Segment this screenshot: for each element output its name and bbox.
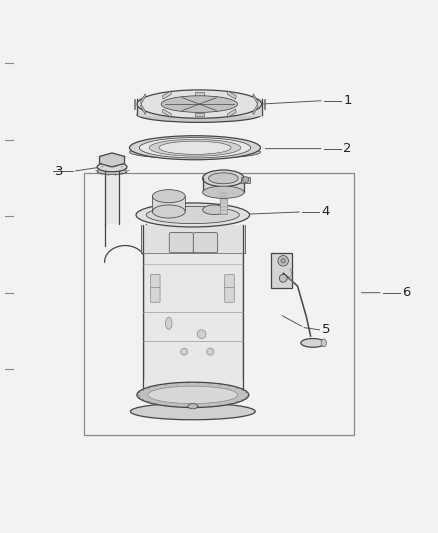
Ellipse shape bbox=[321, 339, 326, 347]
Polygon shape bbox=[141, 94, 146, 104]
Text: 2: 2 bbox=[343, 142, 352, 155]
Text: 4: 4 bbox=[321, 205, 330, 219]
Ellipse shape bbox=[130, 146, 261, 159]
Ellipse shape bbox=[131, 403, 255, 420]
Circle shape bbox=[207, 348, 214, 355]
Ellipse shape bbox=[149, 139, 241, 156]
Ellipse shape bbox=[203, 170, 244, 187]
Text: 5: 5 bbox=[321, 324, 330, 336]
Polygon shape bbox=[194, 112, 204, 116]
Polygon shape bbox=[134, 99, 135, 109]
Text: 1: 1 bbox=[343, 94, 352, 107]
Bar bbox=[141, 225, 245, 253]
Circle shape bbox=[278, 256, 288, 266]
Ellipse shape bbox=[136, 203, 250, 227]
FancyBboxPatch shape bbox=[193, 233, 218, 253]
FancyBboxPatch shape bbox=[150, 287, 160, 302]
Polygon shape bbox=[162, 91, 171, 99]
FancyBboxPatch shape bbox=[169, 233, 194, 253]
Ellipse shape bbox=[97, 162, 127, 172]
Polygon shape bbox=[264, 99, 265, 109]
Text: 6: 6 bbox=[403, 286, 411, 299]
Polygon shape bbox=[253, 94, 258, 104]
Ellipse shape bbox=[137, 382, 249, 408]
Ellipse shape bbox=[152, 205, 185, 218]
FancyBboxPatch shape bbox=[150, 274, 160, 289]
Circle shape bbox=[243, 176, 249, 183]
Polygon shape bbox=[162, 109, 171, 117]
Bar bbox=[105, 171, 120, 224]
Ellipse shape bbox=[166, 317, 172, 329]
Bar bbox=[152, 196, 185, 212]
Ellipse shape bbox=[139, 138, 251, 158]
Bar bbox=[84, 173, 354, 434]
Ellipse shape bbox=[161, 96, 237, 112]
Polygon shape bbox=[194, 92, 204, 95]
Circle shape bbox=[180, 348, 187, 355]
Circle shape bbox=[197, 330, 206, 338]
Polygon shape bbox=[227, 91, 236, 99]
Ellipse shape bbox=[146, 206, 239, 224]
Ellipse shape bbox=[188, 403, 198, 409]
Ellipse shape bbox=[159, 141, 231, 155]
Ellipse shape bbox=[137, 107, 261, 123]
FancyBboxPatch shape bbox=[225, 274, 234, 289]
Ellipse shape bbox=[203, 205, 226, 215]
Ellipse shape bbox=[148, 386, 238, 403]
Ellipse shape bbox=[203, 186, 244, 198]
Ellipse shape bbox=[137, 90, 261, 118]
Ellipse shape bbox=[301, 338, 325, 348]
FancyBboxPatch shape bbox=[225, 287, 234, 302]
Bar bbox=[220, 192, 227, 214]
Bar bbox=[241, 176, 251, 183]
Polygon shape bbox=[137, 99, 261, 115]
Bar bbox=[143, 225, 243, 389]
Ellipse shape bbox=[152, 190, 185, 203]
Polygon shape bbox=[253, 104, 258, 115]
Polygon shape bbox=[227, 109, 236, 117]
Ellipse shape bbox=[97, 168, 127, 175]
Bar bbox=[203, 179, 244, 192]
Polygon shape bbox=[141, 104, 146, 115]
Circle shape bbox=[281, 259, 286, 263]
Text: 3: 3 bbox=[55, 165, 64, 178]
Circle shape bbox=[279, 274, 287, 282]
Ellipse shape bbox=[130, 136, 261, 160]
Ellipse shape bbox=[208, 173, 238, 184]
Bar bbox=[272, 253, 292, 288]
Polygon shape bbox=[99, 153, 124, 167]
